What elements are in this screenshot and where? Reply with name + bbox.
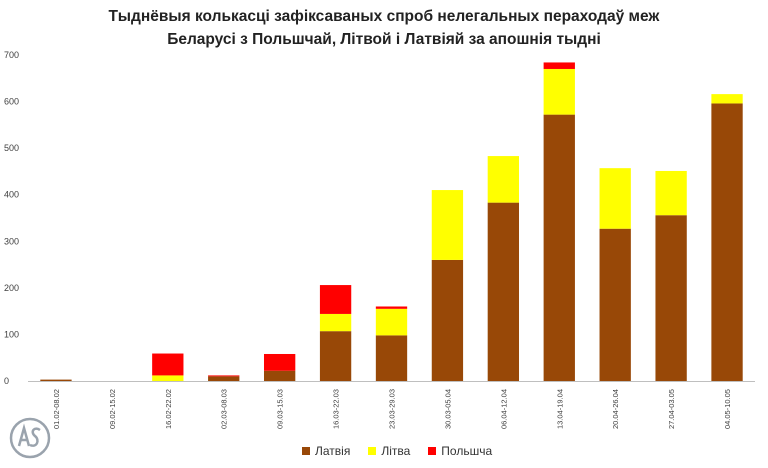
x-tick-label: 01.02-08.02 bbox=[52, 389, 61, 429]
x-tick-label: 09.03-15.03 bbox=[276, 389, 285, 429]
x-tick-label: 04.05-10.05 bbox=[723, 389, 732, 429]
y-tick-label: 500 bbox=[4, 143, 19, 153]
chart-title-line-2: Беларусі з Польшчай, Літвой і Латвіяй за… bbox=[167, 31, 601, 48]
x-tick-label: 30.03-05.04 bbox=[443, 389, 452, 429]
bar-segment-Латвія bbox=[487, 202, 520, 381]
y-tick-label: 200 bbox=[4, 283, 19, 293]
x-tick-label: 16.02-22.02 bbox=[164, 389, 173, 429]
bar-segment-Польшча bbox=[208, 375, 240, 377]
bar-segment-Польшча bbox=[543, 62, 575, 69]
x-tick-label: 23.03-29.03 bbox=[388, 389, 397, 429]
logo-icon bbox=[9, 417, 51, 459]
legend-item-latvia: Латвія bbox=[302, 444, 350, 458]
bar-segment-Літва bbox=[711, 94, 743, 104]
bar-segment-Латвія bbox=[263, 370, 296, 381]
x-axis-ticks: 01.02-08.02 09.02-15.02 16.02-22.02 02.03-0… bbox=[52, 389, 732, 429]
bar-segment-Літва bbox=[543, 68, 575, 115]
bar-segment-Латвія bbox=[431, 259, 464, 381]
bar-segment-Латвія bbox=[40, 379, 72, 381]
bar-segment-Латвія bbox=[375, 335, 408, 381]
legend-item-poland: Польшча bbox=[428, 444, 492, 458]
bar-segment-Латвія bbox=[543, 114, 575, 382]
bar-segment-Літва bbox=[431, 190, 464, 260]
bar-segment-Літва bbox=[375, 308, 408, 336]
legend: Латвія Літва Польшча bbox=[302, 444, 492, 458]
bar-segment-Латвія bbox=[208, 376, 240, 381]
y-axis: 0 100 200 300 400 500 600 700 bbox=[4, 50, 19, 386]
bar-segment-Латвія bbox=[319, 331, 352, 381]
bar-segment-Польшча bbox=[319, 285, 352, 314]
x-tick-label: 06.04-12.04 bbox=[499, 389, 508, 429]
y-tick-label: 600 bbox=[4, 97, 19, 107]
bar-segment-Польшча bbox=[375, 306, 408, 309]
x-tick-label: 09.02-15.02 bbox=[108, 389, 117, 429]
y-tick-label: 700 bbox=[4, 50, 19, 60]
legend-swatch-poland bbox=[428, 447, 437, 455]
legend-swatch-latvia bbox=[302, 447, 310, 455]
legend-label-latvia: Латвія bbox=[315, 444, 351, 458]
x-tick-label: 16.03-22.03 bbox=[332, 389, 341, 429]
x-tick-label: 20.04-26.04 bbox=[611, 389, 620, 429]
legend-item-lithuania: Літва bbox=[368, 444, 410, 458]
x-tick-label: 02.03-08.03 bbox=[220, 389, 229, 429]
bar-segment-Польшча bbox=[263, 353, 296, 371]
x-tick-label: 13.04-19.04 bbox=[555, 389, 564, 429]
bars bbox=[40, 62, 743, 382]
y-tick-label: 100 bbox=[4, 329, 19, 339]
bar-segment-Латвія bbox=[711, 103, 743, 381]
bar-segment-Польшча bbox=[152, 353, 184, 376]
y-tick-label: 300 bbox=[4, 236, 19, 246]
bar-segment-Літва bbox=[319, 313, 352, 332]
bar-segment-Літва bbox=[599, 168, 631, 229]
legend-label-poland: Польшча bbox=[441, 444, 493, 458]
bar-segment-Латвія bbox=[599, 228, 631, 381]
bar-segment-Латвія bbox=[655, 215, 687, 381]
legend-swatch-lithuania bbox=[368, 447, 377, 455]
bar-segment-Літва bbox=[487, 156, 520, 203]
legend-label-lithuania: Літва bbox=[381, 444, 411, 458]
x-tick-label: 27.04-03.05 bbox=[667, 389, 676, 429]
chart-title-line-1: Тыднёвыя колькасці зафіксаваных спроб не… bbox=[108, 8, 660, 25]
y-tick-label: 0 bbox=[4, 376, 9, 386]
y-tick-label: 400 bbox=[4, 190, 19, 200]
bar-segment-Літва bbox=[152, 375, 184, 381]
bar-segment-Літва bbox=[655, 170, 687, 216]
